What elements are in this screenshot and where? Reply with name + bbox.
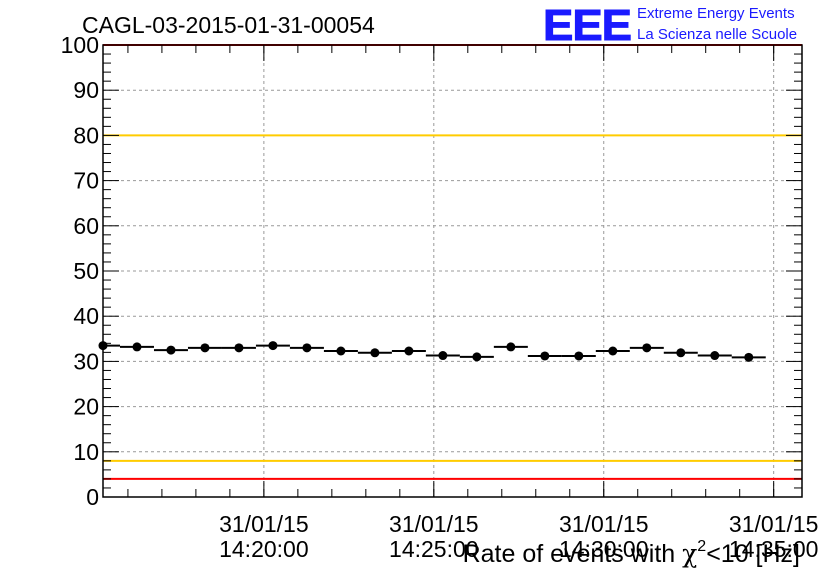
grid bbox=[103, 45, 802, 497]
data-point bbox=[438, 351, 448, 361]
y-tick-label: 100 bbox=[61, 32, 99, 58]
data-point bbox=[268, 341, 278, 351]
data-point bbox=[574, 351, 584, 361]
y-tick-label: 80 bbox=[73, 122, 99, 148]
y-axis: 0 10 20 30 40 50 60 70 80 90 100 bbox=[61, 32, 802, 510]
logo-mark: EEE bbox=[543, 1, 631, 50]
y-tick-label: 20 bbox=[73, 394, 99, 420]
data-point bbox=[608, 346, 618, 356]
data-point bbox=[336, 346, 346, 356]
data-point bbox=[98, 341, 108, 351]
x-label-superscript: 2 bbox=[697, 538, 706, 555]
data-point bbox=[166, 345, 176, 355]
data-point bbox=[472, 352, 482, 362]
data-point bbox=[302, 343, 312, 353]
x-tick-label-time: 14:25:00 bbox=[389, 536, 479, 562]
y-tick-label: 10 bbox=[73, 439, 99, 465]
x-tick-label-date: 31/01/15 bbox=[729, 511, 819, 537]
x-tick-label-time: 14:35:00 bbox=[729, 536, 819, 562]
data-point bbox=[642, 343, 652, 353]
x-label-unit: <10 [Hz] bbox=[706, 540, 800, 568]
data-point bbox=[506, 342, 516, 352]
data-point bbox=[710, 351, 720, 361]
x-tick-label-date: 31/01/15 bbox=[389, 511, 479, 537]
x-tick-label-time: 14:20:00 bbox=[219, 536, 309, 562]
x-label-chi: χ bbox=[682, 539, 697, 568]
data-series bbox=[98, 341, 766, 362]
data-point bbox=[404, 346, 414, 356]
y-tick-label: 30 bbox=[73, 348, 99, 374]
x-tick-label-time: 14:30:00 bbox=[559, 536, 649, 562]
data-point bbox=[234, 343, 244, 353]
data-point bbox=[676, 348, 686, 358]
logo-line-1: Extreme Energy Events bbox=[637, 5, 795, 22]
limit-lines bbox=[103, 44, 802, 480]
x-tick-label-date: 31/01/15 bbox=[559, 511, 649, 537]
data-point bbox=[132, 342, 142, 352]
data-point bbox=[200, 343, 210, 353]
x-tick-label-date: 31/01/15 bbox=[219, 511, 309, 537]
y-tick-label: 70 bbox=[73, 168, 99, 194]
eee-logo: EEE Extreme Energy Events La Scienza nel… bbox=[543, 1, 798, 51]
y-tick-label: 50 bbox=[73, 258, 99, 284]
y-tick-label: 40 bbox=[73, 303, 99, 329]
x-axis-label: Rate of events with χ2<10 [Hz] bbox=[463, 538, 800, 568]
data-point bbox=[744, 352, 754, 362]
chart-title: CAGL-03-2015-01-31-00054 bbox=[82, 12, 375, 38]
x-label-text: Rate of events with bbox=[463, 540, 683, 568]
y-tick-label: 60 bbox=[73, 213, 99, 239]
y-tick-label: 90 bbox=[73, 77, 99, 103]
x-axis: 31/01/1514:20:0031/01/1514:25:0031/01/15… bbox=[127, 45, 819, 562]
data-point bbox=[370, 348, 380, 358]
data-point bbox=[540, 351, 550, 361]
y-tick-label: 0 bbox=[86, 484, 99, 510]
logo-line-2: La Scienza nelle Scuole bbox=[637, 26, 797, 43]
